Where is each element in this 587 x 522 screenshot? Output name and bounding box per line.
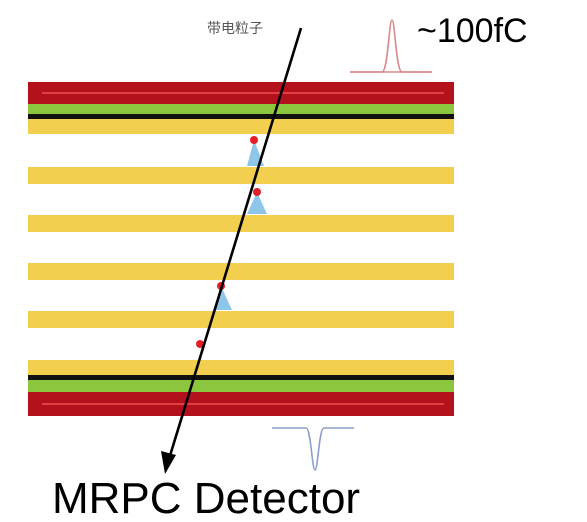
top-outer-glass (28, 119, 454, 134)
avalanche-cone (214, 286, 232, 310)
track-line (167, 27, 303, 460)
top-signal (350, 19, 432, 73)
glass-plates (28, 167, 454, 328)
particle-track (161, 27, 303, 474)
particle-label: 带电粒子 (207, 21, 263, 37)
avalanches (196, 136, 267, 348)
charge-label: ~100fC (417, 12, 528, 50)
glass-plate (28, 167, 454, 184)
glass-plate (28, 263, 454, 280)
arrow-down-icon (161, 451, 176, 474)
positive-pulse-icon (350, 19, 432, 73)
detector-title: MRPC Detector (52, 474, 360, 522)
bottom-outer-glass (28, 360, 454, 375)
glass-plate (28, 311, 454, 328)
bottom-signal (272, 427, 354, 471)
ion-dot (253, 188, 261, 196)
top-pcb-layer (28, 114, 454, 119)
negative-pulse-icon (272, 427, 354, 471)
bottom-graphite-layer (28, 380, 454, 392)
bottom-electrode-stack (28, 360, 454, 416)
ion-dot (250, 136, 258, 144)
avalanche-cone (247, 192, 267, 214)
top-graphite-layer (28, 104, 454, 114)
ion-dot (196, 340, 204, 348)
top-electrode-stack (28, 82, 454, 134)
bottom-pcb-layer (28, 375, 454, 380)
